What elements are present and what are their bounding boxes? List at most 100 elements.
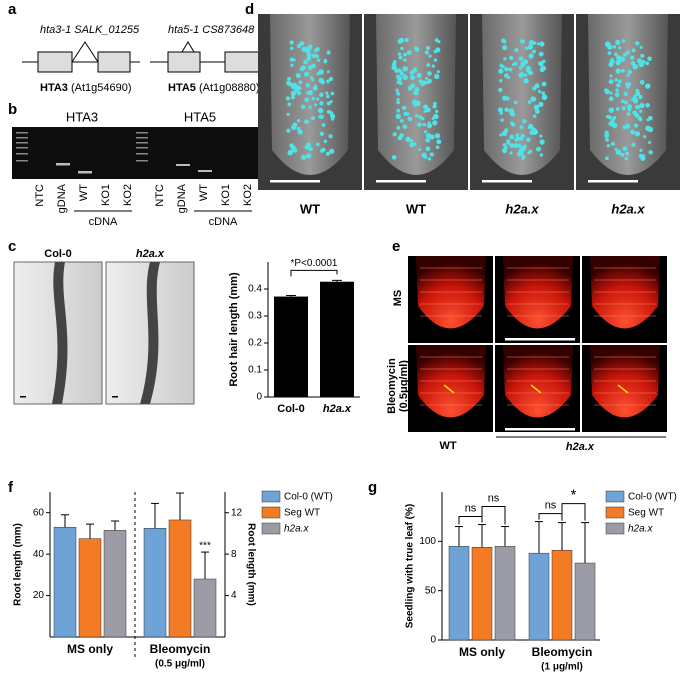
nucleus	[509, 121, 514, 125]
nucleus	[289, 149, 294, 153]
legend-swatch	[261, 506, 281, 519]
nucleus	[396, 91, 401, 96]
legend-swatch	[605, 522, 625, 535]
nucleus	[631, 97, 635, 101]
nucleus	[607, 51, 612, 55]
nucleus	[287, 102, 292, 107]
bar	[551, 549, 573, 641]
nucleus	[630, 130, 635, 135]
nucleus	[497, 107, 504, 113]
nucleus	[396, 108, 401, 113]
nucleus	[618, 46, 622, 50]
nucleus	[626, 73, 630, 77]
measure	[617, 384, 629, 394]
nucleus	[519, 125, 524, 129]
gel-title: HTA5	[184, 109, 216, 124]
gene-name: HTA3	[40, 82, 68, 94]
nucleus	[292, 148, 298, 153]
nucleus	[538, 60, 544, 67]
panel-label: f	[8, 479, 14, 496]
nucleus	[422, 123, 426, 127]
nucleus	[306, 90, 311, 95]
nucleus	[325, 91, 329, 95]
nucleus	[426, 63, 431, 68]
nucleus	[525, 65, 531, 71]
nucleus	[638, 109, 643, 113]
nucleus	[326, 79, 330, 84]
nucleus	[527, 70, 534, 76]
lane-label: WT	[78, 184, 90, 201]
nucleus	[289, 46, 294, 50]
nucleus	[407, 86, 413, 91]
annotation: ns	[465, 502, 477, 514]
nucleus	[502, 45, 508, 51]
nucleus	[533, 131, 537, 135]
nucleus	[539, 67, 545, 73]
bar	[494, 546, 516, 641]
gene-locus: (At1g08880)	[199, 82, 260, 94]
nucleus	[412, 101, 418, 107]
nucleus	[502, 95, 508, 101]
nucleus	[399, 70, 404, 76]
nucleus	[499, 79, 503, 83]
nucleus	[528, 126, 532, 130]
nucleus	[615, 88, 619, 93]
bar	[574, 562, 596, 641]
nucleus	[608, 115, 612, 120]
nucleus	[435, 145, 440, 150]
x-tick-label: Col-0	[277, 403, 305, 415]
nucleus	[621, 106, 626, 111]
nucleus	[428, 54, 432, 58]
nucleus	[426, 45, 431, 51]
nucleus	[513, 143, 519, 149]
nucleus	[410, 139, 414, 143]
nucleus	[329, 100, 333, 104]
nucleus	[329, 111, 334, 116]
nucleus	[615, 107, 620, 111]
nucleus	[612, 45, 617, 49]
nucleus	[310, 116, 315, 121]
nucleus	[432, 120, 438, 126]
gene-name: HTA5	[168, 82, 196, 94]
nucleus	[604, 133, 610, 138]
nucleus	[325, 151, 330, 156]
bar	[53, 526, 77, 638]
panel-label: b	[8, 101, 17, 118]
nucleus	[434, 38, 439, 43]
nucleus	[414, 87, 420, 93]
nucleus	[313, 84, 318, 88]
nucleus	[514, 48, 519, 53]
nucleus	[288, 82, 293, 87]
nucleus	[509, 143, 515, 149]
nucleus	[523, 73, 528, 77]
nucleus	[616, 55, 622, 61]
nucleus	[625, 151, 630, 156]
nucleus	[630, 60, 636, 66]
lane-label: NTC	[154, 184, 166, 207]
lane-label: gDNA	[56, 183, 68, 213]
nucleus	[604, 88, 609, 93]
nucleus	[539, 41, 545, 47]
nucleus	[506, 76, 511, 80]
nucleus	[409, 70, 415, 75]
nucleus	[323, 59, 328, 64]
nucleus	[530, 96, 536, 102]
scale-bar	[505, 428, 575, 431]
nucleus	[296, 126, 301, 131]
nucleus	[631, 48, 636, 53]
nucleus	[405, 136, 411, 143]
legend-swatch	[261, 490, 281, 503]
nucleus	[426, 122, 433, 129]
nucleus	[504, 128, 509, 133]
nucleus	[532, 114, 537, 118]
nucleus	[518, 65, 523, 70]
nucleus	[435, 109, 439, 114]
nucleus	[532, 49, 536, 54]
bracket	[538, 513, 563, 521]
nucleus	[433, 113, 439, 120]
legend-label: h2a.x	[628, 524, 653, 535]
measure	[530, 384, 542, 394]
bar	[528, 552, 550, 641]
nucleus	[620, 68, 625, 73]
lane-label: NTC	[34, 184, 46, 207]
